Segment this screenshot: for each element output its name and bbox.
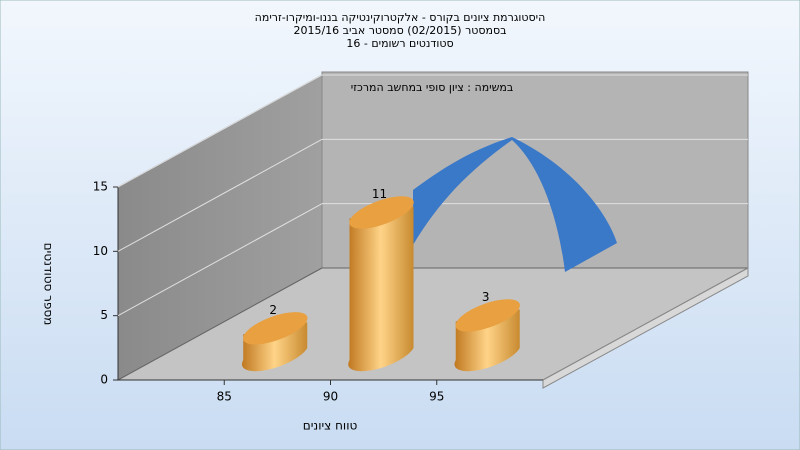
grid — [113, 74, 748, 385]
bar-top — [455, 299, 520, 332]
y-tick-label: 15 — [93, 180, 108, 194]
value-label: 2 — [269, 303, 277, 317]
floor-edge — [542, 267, 749, 389]
x-tick-label: 85 — [217, 390, 232, 404]
x-tick-label: 95 — [429, 390, 444, 404]
y-axis-label: מספר סטודנטים — [42, 243, 56, 326]
y-tick-label: 0 — [100, 373, 108, 387]
bar-top — [243, 312, 308, 345]
chart-title: בסמסטר (02/2015) סמסטר אביב 2015/16 — [293, 24, 506, 37]
y-tick-label: 10 — [93, 244, 108, 258]
bar-top — [349, 196, 414, 229]
fit-curve — [413, 137, 617, 272]
bar-group: 3 — [454, 290, 520, 372]
value-label: 11 — [372, 187, 387, 201]
bars: 2 11 3 — [241, 187, 520, 372]
x-axis-label: טווח ציונים — [303, 419, 358, 433]
grid-line — [117, 203, 323, 317]
grid-line — [117, 74, 323, 188]
chart-title: היסטוגרמת ציונים בקורס - אלקטרוקינטיקה ב… — [255, 11, 546, 24]
chart-title: סטודנטים רשומים - 16 — [346, 37, 453, 50]
annotation: במשימה : ציון סופי במחשב המרכזי — [351, 81, 514, 94]
title-group: היסטוגרמת ציונים בקורס - אלקטרוקינטיקה ב… — [255, 11, 546, 50]
x-tick-label: 90 — [323, 390, 338, 404]
bar-group: 11 — [348, 187, 414, 372]
value-label: 3 — [482, 290, 490, 304]
grid-line — [117, 138, 323, 252]
bar — [348, 206, 414, 372]
y-tick-label: 5 — [100, 308, 108, 322]
bar-group: 2 — [241, 303, 308, 372]
